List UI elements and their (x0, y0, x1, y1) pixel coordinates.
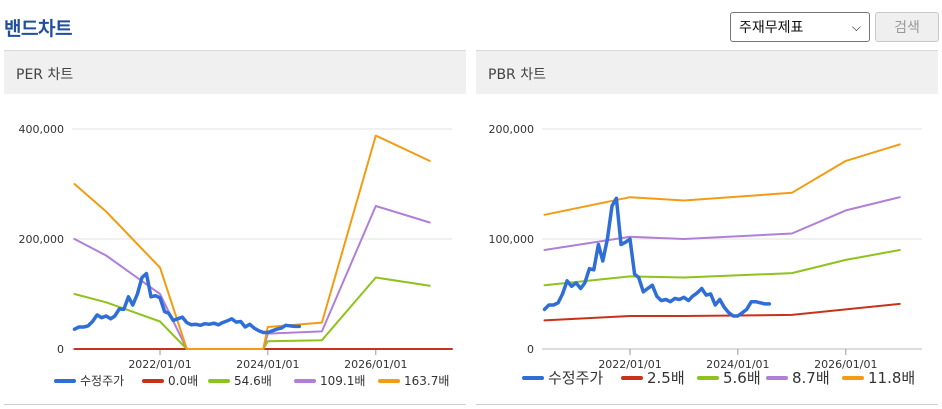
search-button[interactable]: 검색 (875, 12, 939, 42)
statement-type-value: 주재무제표 (739, 20, 804, 36)
per-ytick-label: 200,000 (19, 233, 65, 246)
pbr-xtick-label: 2024/01/01 (706, 358, 769, 371)
pbr-xtick-label: 2022/01/01 (598, 358, 661, 371)
pbr-legend-label-3: 8.7배 (792, 369, 830, 387)
per-xtick-label: 2026/01/01 (344, 358, 407, 371)
per-xtick-label: 2024/01/01 (236, 358, 299, 371)
pbr-legend-label-0: 수정주가 (548, 369, 603, 387)
pbr-series-line-1 (543, 302, 901, 322)
pbr-chart-header: PBR 차트 (476, 50, 938, 94)
per-xtick-label: 2022/01/01 (128, 358, 191, 371)
pbr-chart-panel: PBR 차트 0 100,000 200,000 2022/01/01 2024/01/… (476, 50, 938, 405)
pbr-series-line-4 (543, 143, 901, 216)
pbr-ytick-label: 200,000 (489, 123, 535, 136)
per-legend-label-1: 0.0배 (168, 374, 198, 388)
pbr-legend-label-1: 2.5배 (647, 369, 685, 387)
per-ytick-label: 400,000 (19, 123, 65, 136)
pbr-series-line-2 (543, 249, 901, 287)
pbr-legend-label-2: 5.6배 (723, 369, 761, 387)
per-chart-panel: PER 차트 0 200,000 400,000 2022/01/01 2024/01/… (4, 50, 466, 405)
pbr-xtick-label: 2026/01/01 (814, 358, 877, 371)
per-series-line-2 (73, 276, 431, 350)
pbr-legend-label-4: 11.8배 (868, 369, 915, 387)
per-chart-title: PER 차트 (16, 67, 74, 83)
per-series-line-4 (73, 134, 431, 350)
pbr-chart-divider (476, 404, 938, 405)
pbr-series-line-3 (543, 196, 901, 251)
statement-type-select[interactable]: 주재무제표 ⌵ (730, 12, 870, 42)
per-legend-label-4: 163.7배 (404, 374, 449, 388)
per-legend-label-0: 수정주가 (80, 374, 124, 388)
per-band-chart: 0 200,000 400,000 2022/01/01 2024/01/01 2026/… (19, 123, 453, 388)
per-ytick-label: 0 (57, 343, 64, 356)
pbr-band-chart: 0 100,000 200,000 2022/01/01 2024/01/01 2026/… (489, 123, 922, 387)
per-chart-header: PER 차트 (4, 50, 466, 94)
per-legend-label-3: 109.1배 (320, 374, 365, 388)
per-legend-label-2: 54.6배 (234, 374, 272, 388)
pbr-ytick-label: 100,000 (489, 233, 535, 246)
per-series-line-0 (72, 271, 302, 335)
page-title: 밴드차트 (4, 18, 72, 40)
per-chart-divider (4, 404, 466, 405)
pbr-ytick-label: 0 (527, 343, 534, 356)
chevron-down-icon: ⌵ (851, 19, 861, 34)
pbr-series-line-0 (542, 196, 772, 318)
pbr-chart-title: PBR 차트 (488, 67, 546, 83)
